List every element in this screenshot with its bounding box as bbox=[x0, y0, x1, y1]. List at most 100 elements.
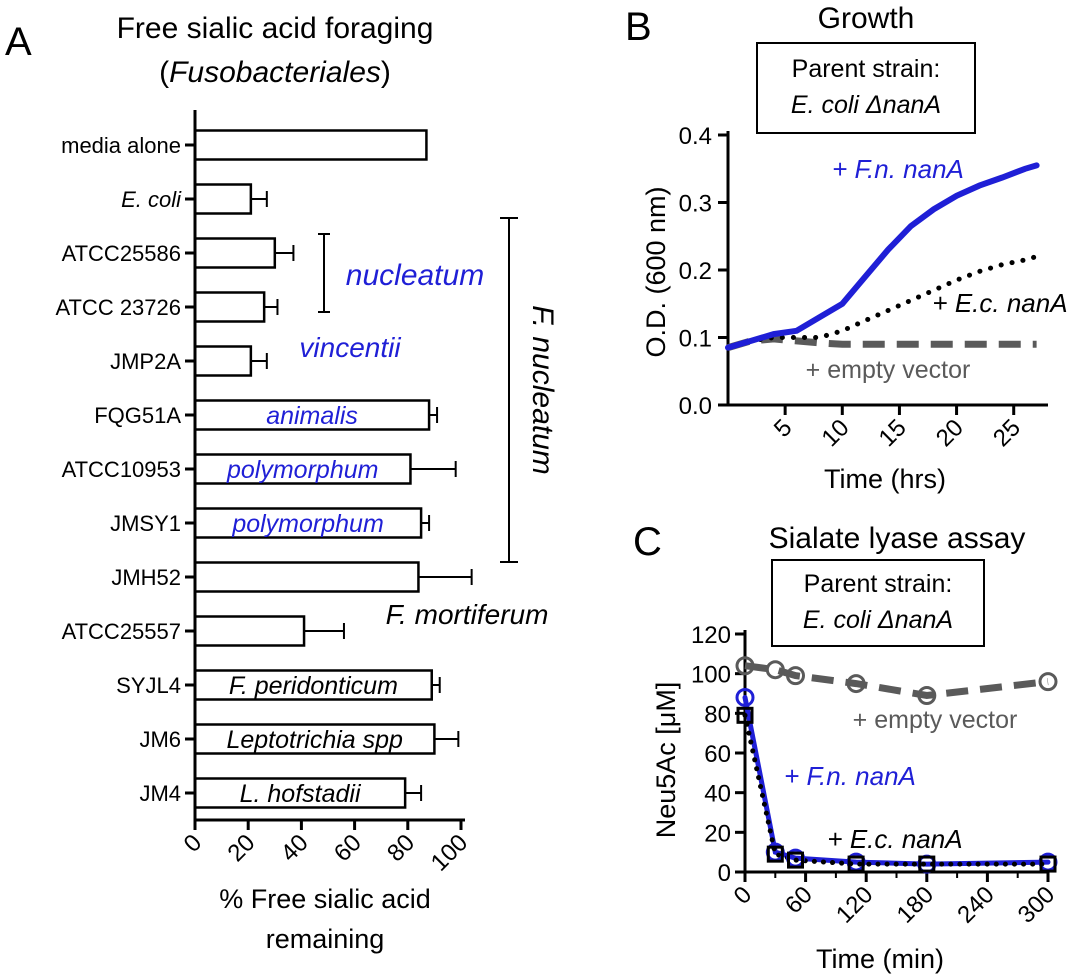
data-point bbox=[735, 687, 755, 707]
bar-label: polymorphum bbox=[226, 456, 378, 484]
y-axis-label-b: O.D. (600 nm) bbox=[641, 186, 671, 357]
bar bbox=[193, 345, 253, 377]
panel-c: C Sialate lyase assay Parent strain: E. … bbox=[633, 520, 1060, 974]
x-axis-label-a-line1: % Free sialic acid bbox=[219, 884, 431, 914]
parent-strain-label-c: Parent strain: bbox=[804, 570, 953, 598]
data-point bbox=[847, 855, 865, 873]
bar bbox=[193, 129, 428, 161]
category-label: JM4 bbox=[139, 781, 181, 806]
bracket-f-nucleatum bbox=[500, 217, 518, 563]
parent-strain-name-b: E. coli ΔnanA bbox=[791, 91, 941, 119]
bar bbox=[193, 291, 266, 323]
panel-b: B Growth Parent strain: E. coli ΔnanA 0.… bbox=[625, 2, 1068, 494]
series-line bbox=[744, 662, 1049, 700]
category-label: JMP2A bbox=[110, 349, 181, 374]
x-tick-label: 80 bbox=[382, 829, 420, 867]
x-tick-label: 15 bbox=[874, 414, 912, 452]
bar bbox=[193, 615, 306, 647]
series-line bbox=[725, 162, 1040, 351]
y-tick-label: 0.2 bbox=[679, 258, 712, 285]
category-label: SYJL4 bbox=[116, 673, 181, 698]
annotation-vincentii: vincentii bbox=[299, 332, 401, 363]
data-point bbox=[736, 706, 754, 724]
y-tick-label: 0.0 bbox=[679, 393, 712, 420]
x-tick-label: 20 bbox=[222, 829, 260, 867]
panel-a-subtitle: (Fusobacteriales) bbox=[159, 56, 391, 89]
series-line bbox=[725, 254, 1040, 351]
bar bbox=[193, 723, 436, 755]
x-tick-label: 0 bbox=[729, 881, 758, 910]
y-tick-label: 0 bbox=[718, 860, 731, 887]
parent-strain-box-c bbox=[771, 559, 985, 647]
legend-ec-nana-c: + E.c. nanA bbox=[827, 824, 962, 854]
x-tick-label: 25 bbox=[988, 414, 1026, 452]
bar-label: polymorphum bbox=[231, 510, 383, 538]
x-axis-label-a-line2: remaining bbox=[266, 924, 385, 954]
bar bbox=[193, 669, 433, 701]
panel-letter-c: C bbox=[633, 520, 662, 564]
data-point bbox=[918, 855, 936, 873]
x-tick-label: 10 bbox=[817, 414, 855, 452]
x-tick-label: 180 bbox=[892, 881, 939, 928]
x-tick-label: 240 bbox=[952, 881, 999, 928]
panel-letter-a: A bbox=[5, 20, 32, 64]
data-point bbox=[786, 666, 805, 686]
y-tick-label: 20 bbox=[704, 820, 731, 847]
series-line bbox=[727, 335, 1037, 351]
series-line bbox=[742, 695, 1051, 867]
panel-letter-b: B bbox=[625, 5, 652, 49]
bar-label: animalis bbox=[266, 402, 358, 430]
category-label: ATCC25557 bbox=[62, 619, 181, 644]
category-label: JMH52 bbox=[111, 565, 181, 590]
category-label: JMSY1 bbox=[110, 511, 181, 536]
y-tick-label: 0.4 bbox=[679, 123, 712, 150]
bar bbox=[193, 561, 420, 593]
y-axis-label-c: Neu5Ac [μM] bbox=[651, 682, 681, 839]
legend-empty-vector-b: + empty vector bbox=[806, 356, 971, 384]
y-tick-label: 120 bbox=[691, 622, 731, 649]
parent-strain-label-b: Parent strain: bbox=[792, 55, 941, 83]
panel-b-title: Growth bbox=[818, 2, 915, 35]
x-tick-label: 120 bbox=[831, 881, 878, 928]
data-point bbox=[846, 674, 866, 694]
bar-label: F. peridonticum bbox=[229, 672, 398, 700]
x-tick-label: 300 bbox=[1013, 881, 1060, 928]
bar bbox=[193, 507, 423, 539]
legend-fn-nana-b: + F.n. nanA bbox=[832, 154, 964, 184]
parent-strain-name-c: E. coli ΔnanA bbox=[803, 606, 953, 634]
x-tick-label: 20 bbox=[931, 414, 969, 452]
annotation-f-nucleatum: F. nucleatum bbox=[526, 305, 559, 475]
x-tick-label: 60 bbox=[329, 829, 367, 867]
category-label: ATCC10953 bbox=[62, 457, 181, 482]
category-label: ATCC25586 bbox=[62, 241, 181, 266]
y-tick-label: 100 bbox=[691, 662, 731, 689]
bar-label: Leptotrichia spp bbox=[226, 726, 403, 754]
data-point bbox=[735, 656, 755, 676]
legend-ec-nana-b: + E.c. nanA bbox=[932, 288, 1067, 318]
panel-a: A Free sialic acid foraging (Fusobacteri… bbox=[5, 12, 559, 954]
x-tick-label: 0 bbox=[179, 829, 208, 858]
annotation-f-mortiferum: F. mortiferum bbox=[386, 599, 549, 630]
bar bbox=[193, 237, 277, 269]
bar bbox=[193, 183, 253, 215]
legend-empty-vector-c: + empty vector bbox=[853, 706, 1018, 734]
x-tick-label: 60 bbox=[780, 881, 818, 919]
data-point bbox=[917, 685, 937, 705]
data-point bbox=[787, 851, 804, 869]
panel-a-title: Free sialic acid foraging bbox=[117, 12, 434, 45]
bar-chart-a: media alone E. coli ATCC25586 ATCC 23726 JMP… bbox=[55, 110, 473, 877]
data-point bbox=[766, 845, 784, 863]
bar bbox=[193, 777, 407, 809]
panel-c-title: Sialate lyase assay bbox=[769, 522, 1026, 555]
x-tick-label: 5 bbox=[769, 414, 798, 443]
category-label: media alone bbox=[61, 133, 181, 158]
x-tick-label: 100 bbox=[426, 829, 473, 876]
series-line bbox=[742, 712, 1051, 867]
annotation-nucleatum: nucleatum bbox=[346, 259, 484, 292]
data-point bbox=[1039, 855, 1057, 873]
bar-label: L. hofstadii bbox=[240, 780, 362, 808]
category-label: E. coli bbox=[121, 187, 182, 212]
bar bbox=[193, 453, 412, 485]
y-tick-label: 0.1 bbox=[679, 326, 712, 353]
